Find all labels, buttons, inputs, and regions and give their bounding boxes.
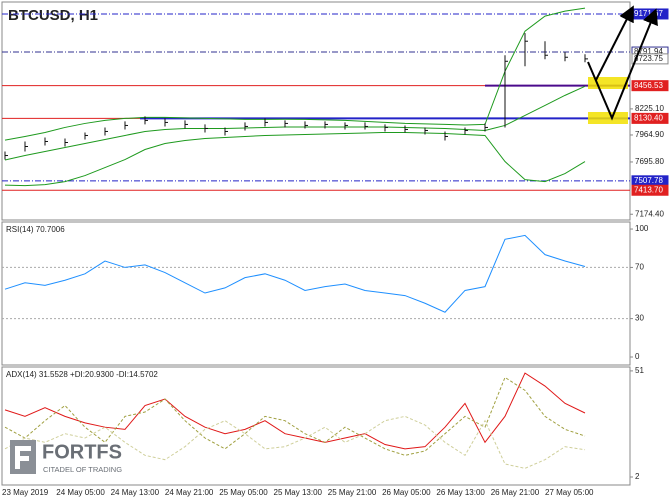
last-price-label: 8723.75 (634, 54, 663, 63)
logo-tagline: CITADEL OF TRADING (43, 465, 122, 474)
x-tick-label: 25 May 13:00 (274, 488, 323, 497)
x-tick-label: 25 May 21:00 (328, 488, 377, 497)
bollinger-band (4, 85, 586, 161)
level-label-box (631, 80, 669, 92)
y-tick-label: 2 (635, 472, 640, 481)
forecast-arrow (587, 8, 658, 121)
x-tick-label: 26 May 05:00 (382, 488, 431, 497)
x-tick-label: 23 May 2019 (2, 488, 49, 497)
x-tick-label: 24 May 21:00 (165, 488, 214, 497)
target-zone (588, 77, 628, 89)
logo: FORTFS CITADEL OF TRADING (10, 440, 122, 474)
x-tick-label: 24 May 13:00 (111, 488, 160, 497)
y-tick-label: 70 (635, 263, 644, 272)
last-price-box (631, 53, 669, 65)
level-label-box (631, 184, 669, 196)
adx-panel (1, 366, 631, 486)
price-panel (1, 1, 631, 221)
y-tick-label: 30 (635, 314, 644, 323)
level-label: 8791.94 (634, 47, 663, 56)
y-tick-label: 8225.10 (635, 104, 664, 113)
panel-title: ADX(14) 31.5528 +DI:20.9300 -DI:14.5702 (6, 370, 158, 379)
x-tick-label: 27 May 05:00 (545, 488, 594, 497)
x-tick-label: 24 May 05:00 (56, 488, 105, 497)
target-zone (588, 112, 628, 124)
bollinger-band (4, 131, 586, 187)
indicator-line (4, 234, 586, 313)
panel-title: RSI(14) 70.7006 (6, 225, 65, 234)
y-tick-label: 51 (635, 366, 644, 375)
rsi-panel (1, 221, 631, 366)
y-tick-label: 100 (635, 224, 649, 233)
level-label: 7413.70 (634, 185, 663, 194)
y-tick-label: 7964.90 (635, 130, 664, 139)
indicator-line (4, 372, 586, 450)
level-label: 8130.40 (634, 113, 663, 122)
level-label: 7507.78 (634, 176, 663, 185)
bollinger-band (4, 7, 586, 141)
logo-mark (15, 446, 31, 469)
x-tick-label: 25 May 05:00 (219, 488, 268, 497)
level-label: 9171.67 (634, 9, 663, 18)
level-label-box (631, 112, 669, 124)
y-tick-label: 7174.40 (635, 209, 664, 218)
level-label: 8456.53 (634, 81, 663, 90)
forecast-arrow (595, 5, 634, 81)
y-tick-label: 7695.80 (635, 157, 664, 166)
y-tick-label: 0 (635, 352, 640, 361)
x-tick-label: 26 May 13:00 (436, 488, 485, 497)
panel-title: BTCUSD, H1 (8, 7, 98, 24)
logo-name: FORTFS (42, 441, 122, 463)
x-tick-label: 26 May 21:00 (491, 488, 540, 497)
